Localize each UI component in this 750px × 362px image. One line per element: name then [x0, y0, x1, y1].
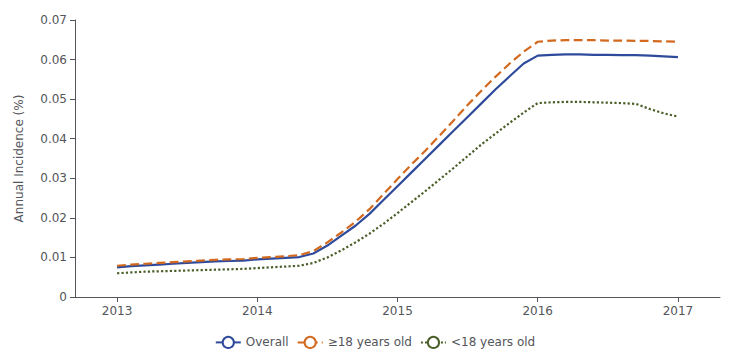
svg-text:2017: 2017 [663, 304, 694, 318]
svg-text:0.07: 0.07 [40, 13, 67, 27]
svg-text:Overall: Overall [246, 335, 289, 349]
svg-text:0.03: 0.03 [40, 171, 67, 185]
svg-text:0.01: 0.01 [40, 250, 67, 264]
svg-text:<18 years old: <18 years old [451, 335, 535, 349]
svg-text:≥18 years old: ≥18 years old [328, 335, 412, 349]
svg-text:0.05: 0.05 [40, 92, 67, 106]
svg-text:0.04: 0.04 [40, 132, 67, 146]
svg-text:2014: 2014 [242, 304, 273, 318]
svg-text:Annual Incidence (%): Annual Incidence (%) [12, 95, 26, 223]
svg-text:2013: 2013 [102, 304, 133, 318]
svg-text:0.02: 0.02 [40, 211, 67, 225]
svg-text:2016: 2016 [522, 304, 553, 318]
svg-text:0: 0 [59, 290, 67, 304]
svg-text:0.06: 0.06 [40, 53, 67, 67]
svg-text:2015: 2015 [382, 304, 413, 318]
